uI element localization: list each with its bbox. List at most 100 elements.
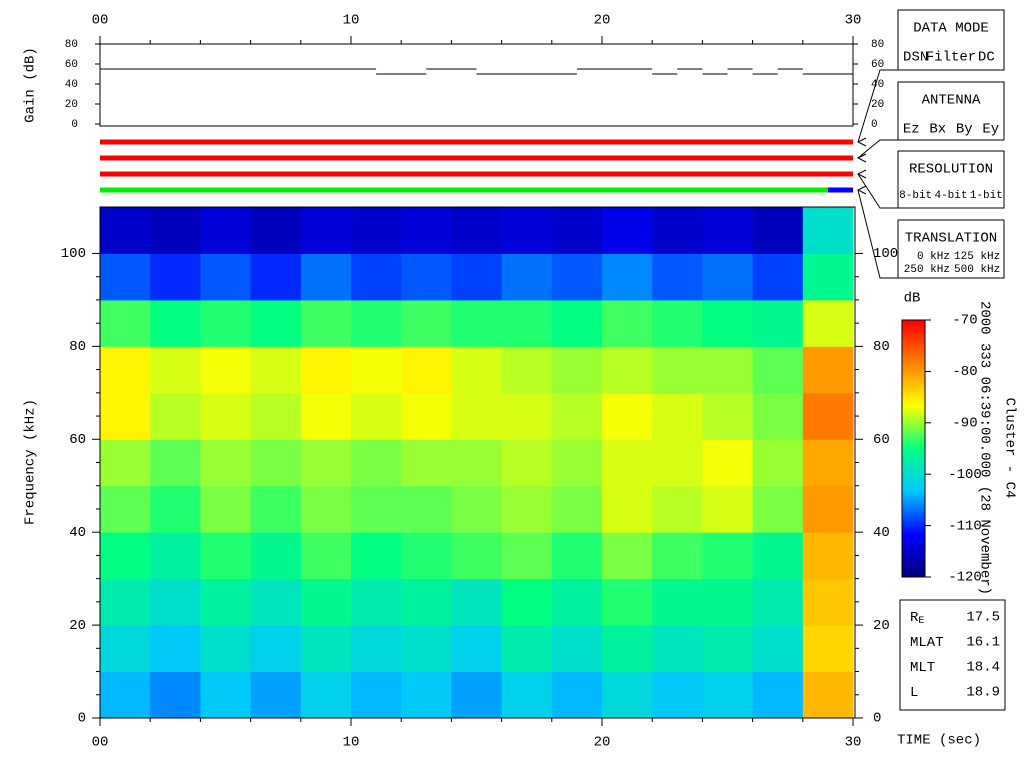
heatmap-cell — [802, 671, 854, 719]
mode-bar — [827, 187, 853, 193]
heatmap-cell — [752, 439, 804, 487]
info-label: RE — [910, 610, 924, 627]
panel-title: RESOLUTION — [909, 162, 993, 178]
y-tick-label: 60 — [69, 432, 86, 448]
heatmap-cell — [200, 485, 252, 533]
heatmap-cell — [300, 392, 352, 440]
heatmap-cell — [501, 625, 553, 673]
heatmap-cell — [401, 671, 452, 719]
panel-arrow — [856, 153, 867, 163]
x-tick-label: 10 — [343, 735, 360, 751]
heatmap-cell — [602, 625, 653, 673]
heatmap-cell — [250, 299, 302, 347]
panel-item: Bx — [929, 122, 946, 138]
panel-item: DC — [978, 50, 995, 66]
heatmap-cell — [652, 439, 703, 487]
heatmap-cell — [752, 253, 804, 301]
heatmap-cell — [300, 625, 352, 673]
heatmap-cell — [250, 625, 302, 673]
heatmap-cell — [802, 532, 854, 580]
heatmap-cell — [401, 346, 452, 394]
panel-connector — [857, 139, 898, 159]
heatmap-cell — [501, 532, 553, 580]
heatmap-cell — [551, 625, 603, 673]
heatmap-cell — [451, 439, 503, 487]
heatmap-cell — [100, 346, 151, 394]
heatmap-cell — [100, 392, 151, 440]
heatmap-cell — [100, 532, 151, 580]
y-tick-label: 100 — [61, 246, 86, 262]
heatmap-cell — [150, 299, 201, 347]
heatmap-cell — [451, 532, 503, 580]
heatmap-cell — [351, 532, 402, 580]
heatmap-cell — [752, 532, 804, 580]
heatmap-cell — [100, 625, 151, 673]
info-label: MLAT — [910, 635, 944, 651]
heatmap-cell — [602, 299, 653, 347]
heatmap-cell — [401, 578, 452, 626]
heatmap-cell — [200, 392, 252, 440]
panel-connector — [857, 189, 898, 279]
heatmap-cell — [200, 299, 252, 347]
heatmap-cell — [351, 578, 402, 626]
panel-item: 500 kHz — [954, 264, 1000, 276]
heatmap-cell — [300, 346, 352, 394]
heatmap-cell — [100, 299, 151, 347]
heatmap-cell — [551, 392, 603, 440]
heatmap-cell — [802, 485, 854, 533]
heatmap-cell — [802, 439, 854, 487]
heatmap-cell — [401, 625, 452, 673]
y-tick-label: 0 — [78, 711, 86, 727]
heatmap-cell — [702, 439, 754, 487]
info-label-text: R — [910, 610, 919, 626]
heatmap-cell — [451, 346, 503, 394]
heatmap-cell — [150, 439, 201, 487]
colorbar — [901, 319, 926, 578]
heatmap-cell — [702, 299, 754, 347]
heatmap-cell — [802, 625, 854, 673]
heatmap-cell — [652, 485, 703, 533]
heatmap-cell — [351, 207, 402, 254]
gain-axis-label: Gain (dB) — [23, 47, 39, 123]
top-tick-label: 20 — [594, 13, 611, 29]
colorbar-label: dB — [904, 291, 921, 307]
gain-tick-label: 60 — [65, 59, 78, 71]
top-tick-label: 30 — [845, 13, 862, 29]
heatmap-cell — [752, 485, 804, 533]
heatmap-cell — [100, 439, 151, 487]
heatmap-cell — [351, 439, 402, 487]
panel-item: DSN — [903, 50, 928, 66]
gain-tick-label: 20 — [65, 99, 78, 111]
heatmap-cell — [702, 578, 754, 626]
heatmap-cell — [551, 485, 603, 533]
heatmap-cell — [602, 346, 653, 394]
heatmap-cell — [702, 346, 754, 394]
heatmap-cell — [551, 207, 603, 254]
heatmap-cell — [702, 207, 754, 254]
heatmap-cell — [602, 439, 653, 487]
panel-item: 8-bit — [899, 190, 932, 202]
colorbar-tick-label: -120 — [948, 570, 982, 586]
heatmap-cell — [501, 346, 553, 394]
heatmap-cell — [501, 207, 553, 254]
heatmap-cell — [300, 578, 352, 626]
y-tick-label: 80 — [69, 339, 86, 355]
heatmap-cell — [150, 253, 201, 301]
heatmap-cell — [300, 207, 352, 254]
heatmap-cell — [401, 299, 452, 347]
heatmap-cell — [100, 578, 151, 626]
panel-item: By — [956, 122, 973, 138]
panel-box — [897, 150, 1005, 209]
heatmap-cell — [802, 207, 854, 254]
y-axis-label: Frequency (kHz) — [23, 399, 39, 525]
panel-title: TRANSLATION — [905, 231, 997, 247]
heatmap-cell — [200, 439, 252, 487]
heatmap-cell — [351, 253, 402, 301]
y-tick-label: 20 — [69, 618, 86, 634]
panel-item: 1-bit — [970, 190, 1003, 202]
heatmap-cell — [652, 253, 703, 301]
heatmap-cell — [551, 346, 603, 394]
heatmap-cell — [351, 392, 402, 440]
heatmap-cell — [602, 578, 653, 626]
info-label: L — [910, 685, 918, 701]
